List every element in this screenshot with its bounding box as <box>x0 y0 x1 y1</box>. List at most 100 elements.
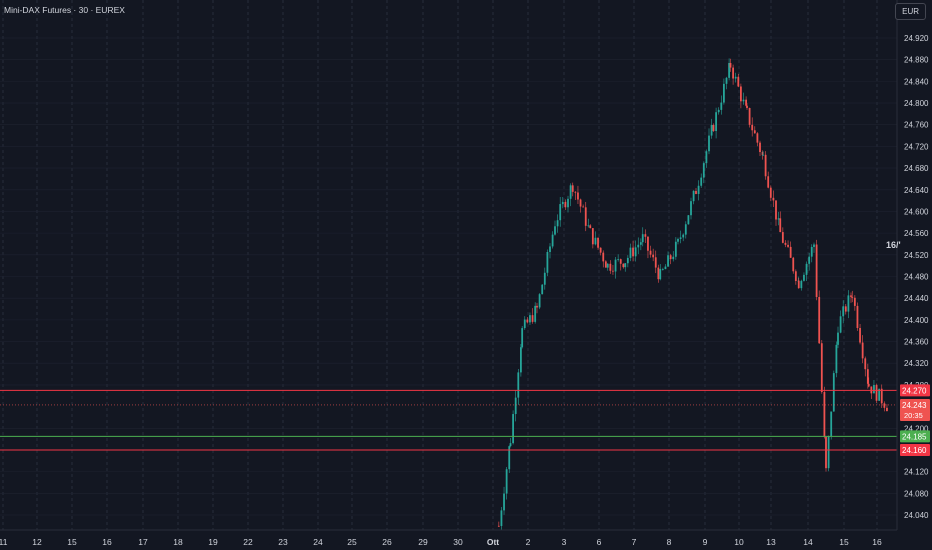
candle-body <box>702 163 705 178</box>
candle-body <box>837 332 839 345</box>
y-tick-label: 24.880 <box>904 56 929 65</box>
candle-body <box>820 343 823 393</box>
y-tick-label: 24.360 <box>904 338 929 347</box>
candle-body <box>708 135 710 152</box>
candle-body <box>677 238 679 242</box>
line-price-label: 24.160 <box>902 446 927 455</box>
candle-body <box>619 259 622 264</box>
candle-body <box>748 107 751 125</box>
candle-body <box>543 272 546 285</box>
candle-body <box>517 372 520 398</box>
candle-body <box>734 76 737 79</box>
candle-body <box>682 234 685 238</box>
x-tick-label: 8 <box>667 537 672 547</box>
candle-body <box>784 242 787 245</box>
chart-title: Mini-DAX Futures · 30 · EUREX <box>4 5 125 15</box>
candle-body <box>839 316 842 333</box>
candle-body <box>569 185 572 199</box>
x-tick-label: 25 <box>347 537 357 547</box>
y-tick-label: 24.800 <box>904 99 929 108</box>
candle-body <box>742 99 745 102</box>
candle-body <box>700 177 703 186</box>
x-tick-label: 17 <box>138 537 148 547</box>
price-axis-bg <box>897 0 932 550</box>
candle-body <box>690 201 692 216</box>
candle-body <box>815 244 818 298</box>
candle-body <box>614 259 617 272</box>
candle-body <box>818 297 821 344</box>
candle-body <box>512 414 514 444</box>
x-tick-label: 7 <box>632 537 637 547</box>
candle-body <box>649 250 652 255</box>
candle-body <box>769 187 772 198</box>
y-tick-label: 24.920 <box>904 34 929 43</box>
candle-body <box>880 388 883 404</box>
candle-body <box>612 270 614 272</box>
candle-body <box>832 373 835 412</box>
x-tick-label: 16 <box>872 537 882 547</box>
candle-body <box>873 385 875 394</box>
grid-lines <box>0 0 897 530</box>
candle-body <box>674 241 677 257</box>
candle-body <box>729 63 732 68</box>
candle-body <box>797 280 800 289</box>
line-price-label: 24.185 <box>902 432 927 441</box>
candle-body <box>567 198 569 208</box>
candle-body <box>710 125 713 136</box>
candle-body <box>679 237 682 239</box>
time-axis[interactable]: 11 12 15 16 17 18 19 22 23 24 25 26 29 30 Ott 2 3 6 7 8 9 10 1… <box>0 529 897 547</box>
candle-body <box>526 319 529 323</box>
candle-body <box>723 83 725 103</box>
candle-body <box>775 200 777 220</box>
horizontal-lines[interactable] <box>0 389 897 451</box>
candle-body <box>732 67 734 79</box>
candle-body <box>844 306 847 312</box>
x-tick-label: 10 <box>734 537 744 547</box>
candle-body <box>546 252 549 273</box>
line-price-label-bg <box>900 430 930 443</box>
candle-body <box>520 347 522 373</box>
candle-body <box>853 297 856 306</box>
candle-body <box>639 242 642 245</box>
price-axis[interactable]: 24.920 24.880 24.840 24.800 24.760 24.720 24.6… <box>896 0 932 550</box>
candle-body <box>509 443 512 447</box>
candle-body <box>604 261 607 268</box>
candle-body <box>825 437 827 469</box>
x-tick-label: 24 <box>313 537 323 547</box>
y-tick-label: 24.440 <box>904 294 929 303</box>
candle-body <box>559 204 562 221</box>
candle-body <box>584 207 587 226</box>
candle-body <box>756 133 759 143</box>
y-tick-label: 24.400 <box>904 316 929 325</box>
candle-body <box>684 224 687 235</box>
candle-body <box>851 296 854 298</box>
candle-body <box>789 246 792 258</box>
candle-body <box>697 185 700 194</box>
candle-body <box>622 263 625 268</box>
candle-body <box>692 190 695 202</box>
candle-body <box>808 256 811 264</box>
candle-body <box>597 237 599 248</box>
candle-body <box>746 105 748 108</box>
candle-body <box>632 247 634 257</box>
candle-body <box>654 257 657 268</box>
candle-body <box>529 315 531 323</box>
y-tick-label: 24.080 <box>904 489 929 498</box>
candle-body <box>759 142 761 153</box>
last-price-label: 24.243 <box>902 401 927 410</box>
y-tick-label: 24.040 <box>904 511 929 520</box>
candle-body <box>536 305 538 308</box>
candle-body <box>762 154 764 156</box>
candle-body <box>810 246 813 257</box>
candle-body <box>523 319 526 329</box>
currency-button[interactable]: EUR <box>895 3 926 20</box>
candle-body <box>521 328 524 348</box>
candle-body <box>717 109 720 113</box>
candle-body <box>602 252 605 262</box>
candle-body <box>753 130 756 134</box>
candle-body <box>577 192 579 200</box>
x-tick-label: 29 <box>418 537 428 547</box>
x-tick-label: 18 <box>173 537 183 547</box>
